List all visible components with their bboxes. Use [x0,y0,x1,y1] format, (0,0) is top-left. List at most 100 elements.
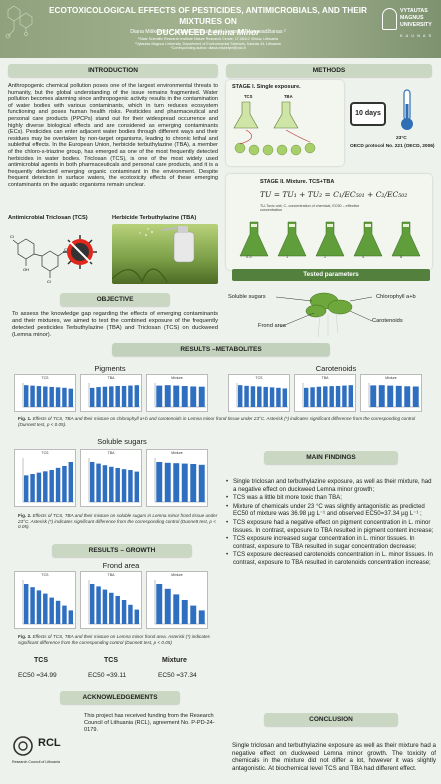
bar-chart-panel: Mixture [146,449,208,507]
figure-3-caption: Fig. 3. Effects of TCS, TBA and their mi… [18,634,218,645]
bar [173,463,180,502]
bar-chart-panel: TCS [14,374,76,412]
bar [342,385,347,407]
poster-header: ECOTOXICOLOGICAL EFFECTS OF PESTICIDES, … [0,0,441,58]
corresponding-author: *Corresponding author: diana.miskelyte@v… [170,46,246,51]
figure-2-number: Fig. 2. [18,513,32,518]
bar [96,463,101,502]
bar [43,593,48,624]
bar [62,466,67,502]
carotenoids-title: Carotenoids [315,364,357,373]
bar [156,385,163,407]
stage1-tcs-label: TCS [244,94,253,99]
bar [181,600,188,624]
bar [164,462,171,502]
temperature-label: 23°C [396,136,407,141]
bar [412,386,419,407]
bar-chart-panel: Mixture [146,374,208,412]
triclosan-structure-icon: Cl OH Cl Cl [10,234,97,284]
chart-panel-title: TCS [41,573,49,577]
figure-3-number: Fig. 3. [18,634,32,639]
bar [134,471,140,502]
chart-panel-title: TBA [107,573,115,577]
ec50-tba-value: EC50 =39.11 [88,672,127,679]
bar [102,465,108,502]
figure-1-number: Fig. 1. [18,416,32,421]
oecd-protocol: OECD protocol No. 221 (OECD, 2006) [350,144,435,149]
bar [43,386,48,407]
bar [23,475,29,502]
toxic-unit-formula: TU = TU₁ + TU₂ = C₁/EC₅₀₁ + C₂/EC₅₀₂ [260,190,408,199]
introduction-text: Anthropogenic chemical pollution poses o… [8,83,218,188]
bar [164,385,171,407]
bar [237,385,243,407]
ec50-tba-label: TCS [104,657,118,664]
bar [173,385,180,407]
bar [23,385,29,407]
finding-item: Single triclosan and terbuthylazine expo… [226,478,436,493]
bar [62,605,67,624]
param-soluble-sugars: Soluble sugars [228,294,266,300]
frond-area-title: Frond area [102,561,140,570]
figure-1-text: Effects of TCS, TBA and their mixture on… [18,416,416,427]
bar [128,385,133,407]
finding-item: TCS exposure decreased carotenoids conce… [226,551,436,566]
bar [30,474,35,502]
chart-bars [154,458,206,503]
bar [49,597,54,624]
tu-label-3: 2 [324,254,327,259]
bar [121,600,127,624]
tcs-label: Antimicrobial Triclosan (TCS) [8,215,88,221]
exposure-days: 10 days [350,102,386,126]
bar [198,464,205,502]
figure-1-caption: Fig. 1. Effects of TCS, TBA and their mi… [18,416,428,427]
figure-2-text: Effects of TCS, TBA and their mixture on… [18,513,218,530]
mixture-flasks-icon [239,221,421,257]
rcl-emblem-icon [13,736,33,756]
introduction-heading: INTRODUCTION [8,64,218,77]
bar [156,584,163,624]
bar [30,385,35,407]
methods-heading: METHODS [226,64,432,77]
tu-label-4: 4 [362,254,365,259]
bar [134,385,140,407]
chart-panel-title: TCS [255,376,263,380]
bar [68,388,74,407]
bar [348,385,354,407]
bar [198,386,205,407]
chart-panel-title: TBA [321,376,329,380]
bar [115,596,120,624]
rcl-text: RCL [38,737,61,749]
logo-line-2: MAGNUS [400,15,424,21]
bar [96,586,101,624]
title-line-1: ECOTOXICOLOGICAL EFFECTS OF PESTICIDES, … [48,5,368,26]
title-species: Lemna Minor [207,27,260,37]
bar [89,387,95,407]
bar-chart-panel: TBA [294,374,356,412]
bar-chart-panel: TCS [14,571,76,629]
logo-city: K A U N A S [400,33,433,38]
chart-bars [22,458,74,503]
objective-heading: OBJECTIVE [60,293,170,306]
bar-chart-panel: TBA [80,449,142,507]
chart-panel-title: Mixture [171,451,183,455]
svg-text:Cl: Cl [10,234,14,239]
bar [121,385,127,407]
bar [263,386,268,407]
bar [173,594,180,624]
bar [109,466,114,502]
chart-panel-title: Mixture [385,376,397,380]
bar [36,386,42,407]
bar [250,386,256,407]
university-name: VYTAUTAS MAGNUS UNIVERSITY [400,8,432,29]
chart-panel-title: TBA [107,451,115,455]
affiliations: ¹State Scientific Research Institute Nat… [42,37,374,51]
chart-bars [302,383,354,408]
main-findings-heading: MAIN FINDINGS [264,451,398,464]
bar [164,588,171,624]
bar [378,385,385,407]
bar [323,386,328,407]
spray-bottle-icon [111,226,195,283]
bar [36,590,42,624]
bar [30,587,35,624]
